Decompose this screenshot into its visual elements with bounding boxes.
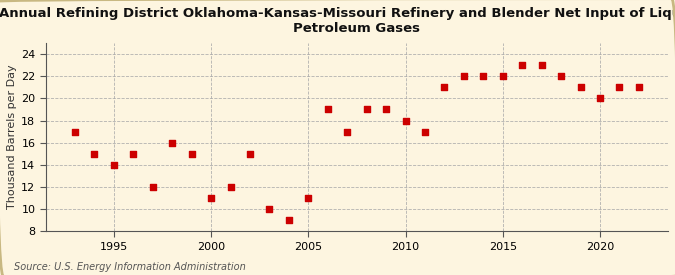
Point: [303, 196, 314, 200]
Point: [284, 218, 294, 222]
Point: [517, 63, 528, 67]
Point: [633, 85, 644, 89]
Point: [323, 107, 333, 112]
Point: [614, 85, 625, 89]
Point: [400, 118, 411, 123]
Point: [147, 185, 158, 189]
Point: [420, 129, 431, 134]
Point: [225, 185, 236, 189]
Point: [497, 74, 508, 78]
Point: [575, 85, 586, 89]
Point: [342, 129, 352, 134]
Point: [478, 74, 489, 78]
Point: [167, 141, 178, 145]
Point: [109, 163, 119, 167]
Title: Annual Refining District Oklahoma-Kansas-Missouri Refinery and Blender Net Input: Annual Refining District Oklahoma-Kansas…: [0, 7, 675, 35]
Point: [458, 74, 469, 78]
Point: [361, 107, 372, 112]
Point: [595, 96, 605, 101]
Point: [244, 152, 255, 156]
Point: [89, 152, 100, 156]
Text: Source: U.S. Energy Information Administration: Source: U.S. Energy Information Administ…: [14, 262, 245, 272]
Point: [439, 85, 450, 89]
Point: [206, 196, 217, 200]
Point: [128, 152, 138, 156]
Point: [381, 107, 392, 112]
Point: [264, 207, 275, 211]
Y-axis label: Thousand Barrels per Day: Thousand Barrels per Day: [7, 65, 17, 209]
Point: [556, 74, 566, 78]
Point: [186, 152, 197, 156]
Point: [536, 63, 547, 67]
Point: [70, 129, 80, 134]
